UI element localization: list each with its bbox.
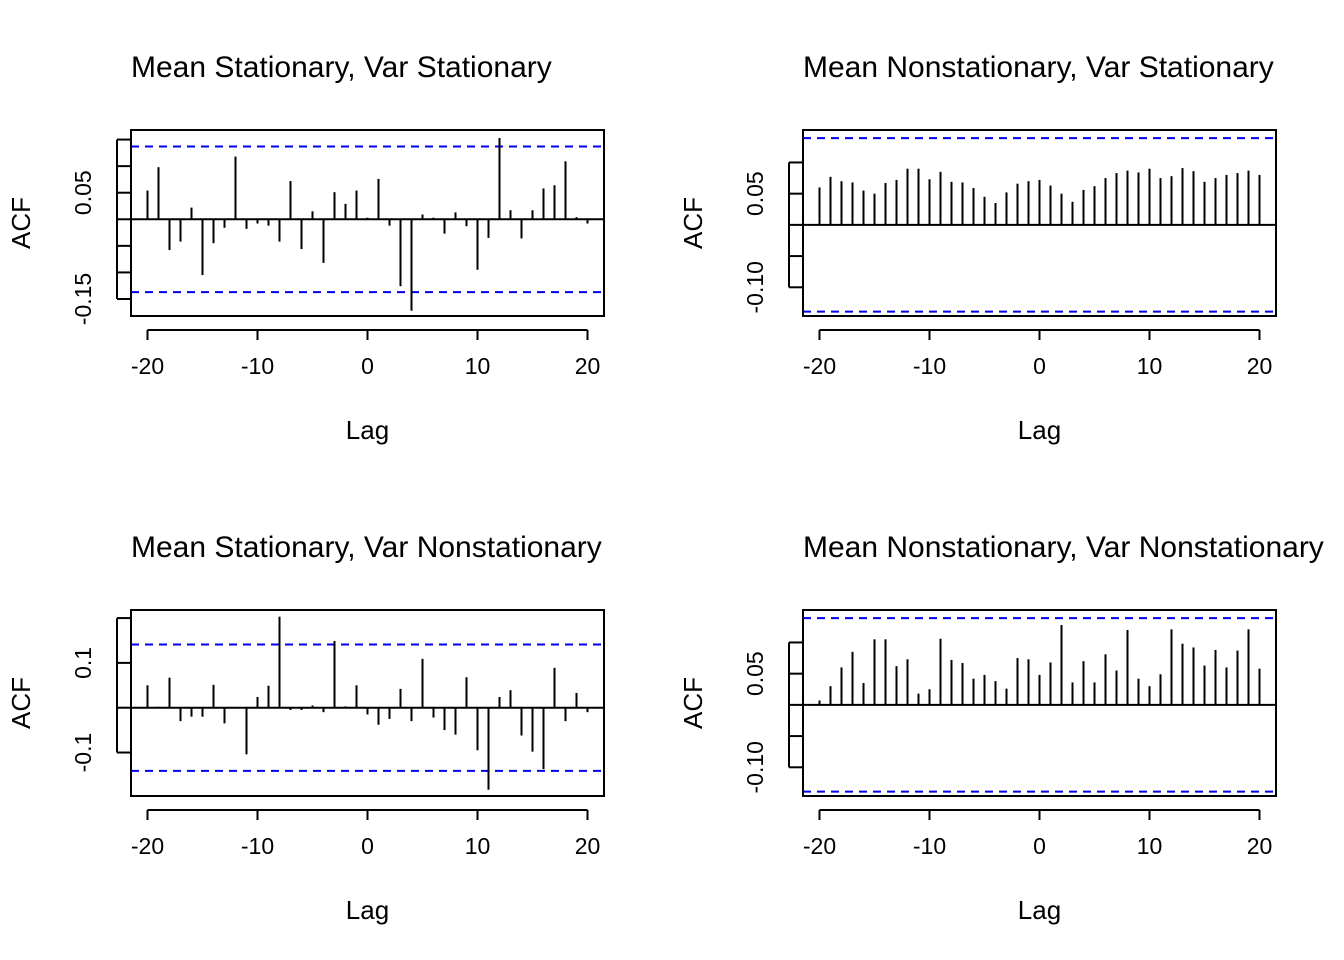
chart-title: Mean Stationary, Var Nonstationary bbox=[131, 531, 602, 564]
x-axis-label: Lag bbox=[1018, 415, 1061, 445]
x-tick-label: -20 bbox=[131, 353, 164, 379]
acf-panel-3: Mean Stationary, Var Nonstationary -20 -10… bbox=[6, 531, 605, 925]
plot-frame bbox=[802, 609, 1277, 797]
x-tick-label: 20 bbox=[1247, 833, 1273, 859]
x-tick-label: -10 bbox=[913, 353, 946, 379]
x-tick-label: 0 bbox=[1033, 833, 1046, 859]
y-tick-label: 0.1 bbox=[70, 647, 96, 679]
x-tick-label: -20 bbox=[803, 353, 836, 379]
plot-frame bbox=[130, 129, 605, 317]
y-tick-label: -0.15 bbox=[70, 273, 96, 325]
x-axis-label: Lag bbox=[1018, 895, 1061, 925]
x-tick-label: 20 bbox=[575, 833, 601, 859]
x-axis-label: Lag bbox=[346, 895, 389, 925]
x-tick-label: 0 bbox=[361, 353, 374, 379]
x-axis-label: Lag bbox=[346, 415, 389, 445]
y-tick-label: 0.05 bbox=[742, 171, 768, 216]
x-tick-label: -20 bbox=[131, 833, 164, 859]
y-tick-label: -0.10 bbox=[742, 741, 768, 793]
y-axis-label: ACF bbox=[6, 677, 36, 729]
y-tick-label: -0.1 bbox=[70, 733, 96, 773]
chart-title: Mean Nonstationary, Var Nonstationary bbox=[803, 531, 1324, 564]
x-tick-label: 10 bbox=[1137, 353, 1163, 379]
y-tick-label: 0.05 bbox=[70, 170, 96, 215]
y-axis-label: ACF bbox=[678, 197, 708, 249]
y-axis-label: ACF bbox=[6, 197, 36, 249]
x-tick-label: -20 bbox=[803, 833, 836, 859]
chart-title: Mean Stationary, Var Stationary bbox=[131, 51, 552, 84]
x-tick-label: 20 bbox=[575, 353, 601, 379]
x-tick-label: 10 bbox=[465, 833, 491, 859]
x-tick-label: 0 bbox=[361, 833, 374, 859]
y-tick-label: -0.10 bbox=[742, 261, 768, 313]
x-tick-label: 0 bbox=[1033, 353, 1046, 379]
plot-frame bbox=[130, 609, 605, 797]
acf-panel-2: Mean Nonstationary, Var Stationary -20 -10… bbox=[678, 51, 1277, 445]
plot-frame bbox=[802, 129, 1277, 317]
x-tick-label: -10 bbox=[241, 353, 274, 379]
x-tick-label: 10 bbox=[1137, 833, 1163, 859]
chart-title: Mean Nonstationary, Var Stationary bbox=[803, 51, 1274, 84]
x-tick-label: -10 bbox=[241, 833, 274, 859]
y-axis-label: ACF bbox=[678, 677, 708, 729]
x-tick-label: 20 bbox=[1247, 353, 1273, 379]
acf-panel-1: Mean Stationary, Var Stationary -20 -10 0 10… bbox=[6, 51, 605, 445]
acf-panel-4: Mean Nonstationary, Var Nonstationary -20… bbox=[678, 531, 1324, 925]
x-tick-label: 10 bbox=[465, 353, 491, 379]
x-tick-label: -10 bbox=[913, 833, 946, 859]
y-tick-label: 0.05 bbox=[742, 651, 768, 696]
